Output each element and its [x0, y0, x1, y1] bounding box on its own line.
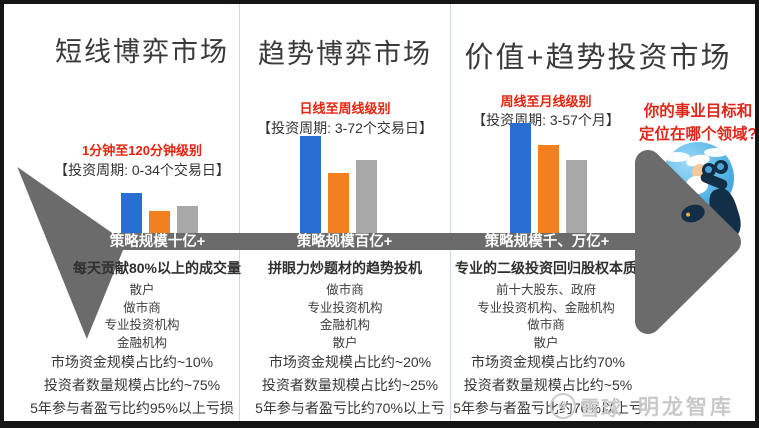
mini-bar-chart	[121, 123, 199, 233]
bar-orange	[328, 173, 349, 233]
hand-button-dot	[685, 212, 691, 218]
participant-item: 散户	[533, 335, 559, 350]
investment-period-label: 【投资周期: 0-34个交易日】	[54, 162, 230, 178]
bar-blue	[300, 136, 321, 233]
frame-bottom	[0, 421, 759, 428]
market-headline: 拼眼力炒题材的趋势投机	[268, 260, 422, 276]
flow-arrow-shaft	[98, 233, 658, 250]
market-headline: 专业的二级投资回归股权本质	[455, 260, 637, 276]
participant-item: 金融机构	[116, 335, 167, 350]
stat-item: 投资者数量规模占比约~5%	[463, 377, 633, 393]
column-title-trend: 趋势博弈市场	[258, 39, 432, 69]
stat-item: 投资者数量规模占比约~25%	[261, 377, 439, 393]
participant-item: 做市商	[527, 318, 565, 332]
cloud-icon	[704, 148, 728, 157]
watermark-author: 明龙智库	[638, 396, 734, 419]
timeframe-label: 日线至周线级别	[299, 101, 391, 116]
participant-item: 专业投资机构、金融机构	[477, 300, 615, 315]
watermark: ❅ 雪球 明龙智库	[550, 392, 734, 420]
column-divider	[450, 4, 451, 421]
stat-item: 市场资金规模占比约~20%	[268, 354, 432, 370]
stats-list: 市场资金规模占比约~20% 投资者数量规模占比约~25% 5年参与者盈亏比约70…	[250, 352, 450, 428]
investment-period-label: 【投资周期: 3-57个月】	[472, 112, 620, 128]
stat-item: 投资者数量规模占比约~75%	[43, 377, 221, 393]
cloud-icon	[664, 152, 690, 162]
participant-item: 专业投资机构	[104, 318, 180, 332]
bar-orange	[149, 211, 170, 233]
scale-band-label: 策略规模千、万亿+	[484, 234, 610, 250]
stat-item: 5年参与者盈亏比约95%以上亏损	[30, 400, 234, 416]
participant-item: 专业投资机构	[307, 300, 383, 315]
bar-blue	[121, 193, 142, 233]
binoculars-icon	[714, 160, 728, 174]
career-callout: 你的事业目标和 定位在哪个领域?	[623, 100, 759, 146]
bar-gray	[356, 160, 377, 233]
scale-band-label: 策略规模十亿+	[109, 234, 206, 250]
participant-item: 做市商	[326, 283, 364, 297]
column-title-value-trend: 价值+趋势投资市场	[464, 42, 732, 74]
stat-item: 市场资金规模占比约~10%	[50, 354, 214, 370]
participant-list: 前十大股东、政府 专业投资机构、金融机构 做市商 散户	[452, 279, 640, 350]
participant-item: 做市商	[123, 300, 161, 315]
participant-item: 前十大股东、政府	[495, 283, 596, 297]
investment-period-label: 【投资周期: 3-72个交易日】	[257, 120, 433, 136]
mini-bar-chart	[510, 123, 588, 233]
frame-left	[0, 0, 4, 428]
column-divider	[239, 4, 240, 421]
participant-item: 金融机构	[319, 318, 370, 332]
bar-gray	[566, 160, 587, 233]
stat-item: 市场资金规模占比约70%	[470, 354, 626, 370]
career-callout-line1: 你的事业目标和	[643, 103, 753, 120]
participant-item: 散户	[332, 335, 358, 350]
frame-right	[755, 0, 759, 428]
binocular-lens	[717, 163, 724, 170]
column-title-short-term: 短线博弈市场	[55, 37, 229, 67]
frame-top	[0, 0, 759, 4]
timeframe-label: 1分钟至120分钟级别	[82, 143, 202, 158]
binocular-lens	[705, 166, 712, 173]
scale-band-label: 策略规模百亿+	[296, 234, 393, 250]
participant-list: 散户 做市商 专业投资机构 金融机构	[22, 279, 262, 350]
stats-list: 市场资金规模占比约~10% 投资者数量规模占比约~75% 5年参与者盈亏比约95…	[12, 352, 252, 421]
stats-list: 市场资金规模占比约70% 投资者数量规模占比约~5% 5年参与者盈亏比约70%以…	[448, 352, 648, 428]
career-callout-line2: 定位在哪个领域?	[639, 126, 757, 143]
watermark-brand: 雪球	[580, 397, 622, 420]
market-headline: 每天贡献80%以上的成交量	[72, 260, 242, 276]
binoculars-icon	[702, 163, 716, 177]
stat-item: 5年参与者盈亏比约70%以上亏损	[255, 400, 445, 428]
bar-orange	[538, 145, 559, 233]
mini-bar-chart	[300, 123, 378, 233]
participant-list: 做市商 专业投资机构 金融机构 散户	[250, 279, 440, 350]
flow-arrow-head	[635, 150, 741, 334]
timeframe-label: 周线至月线级别	[500, 94, 592, 109]
bar-gray	[177, 206, 198, 233]
participant-item: 散户	[129, 283, 155, 297]
bar-blue	[510, 123, 531, 233]
snowball-logo-icon: ❅	[550, 393, 576, 419]
